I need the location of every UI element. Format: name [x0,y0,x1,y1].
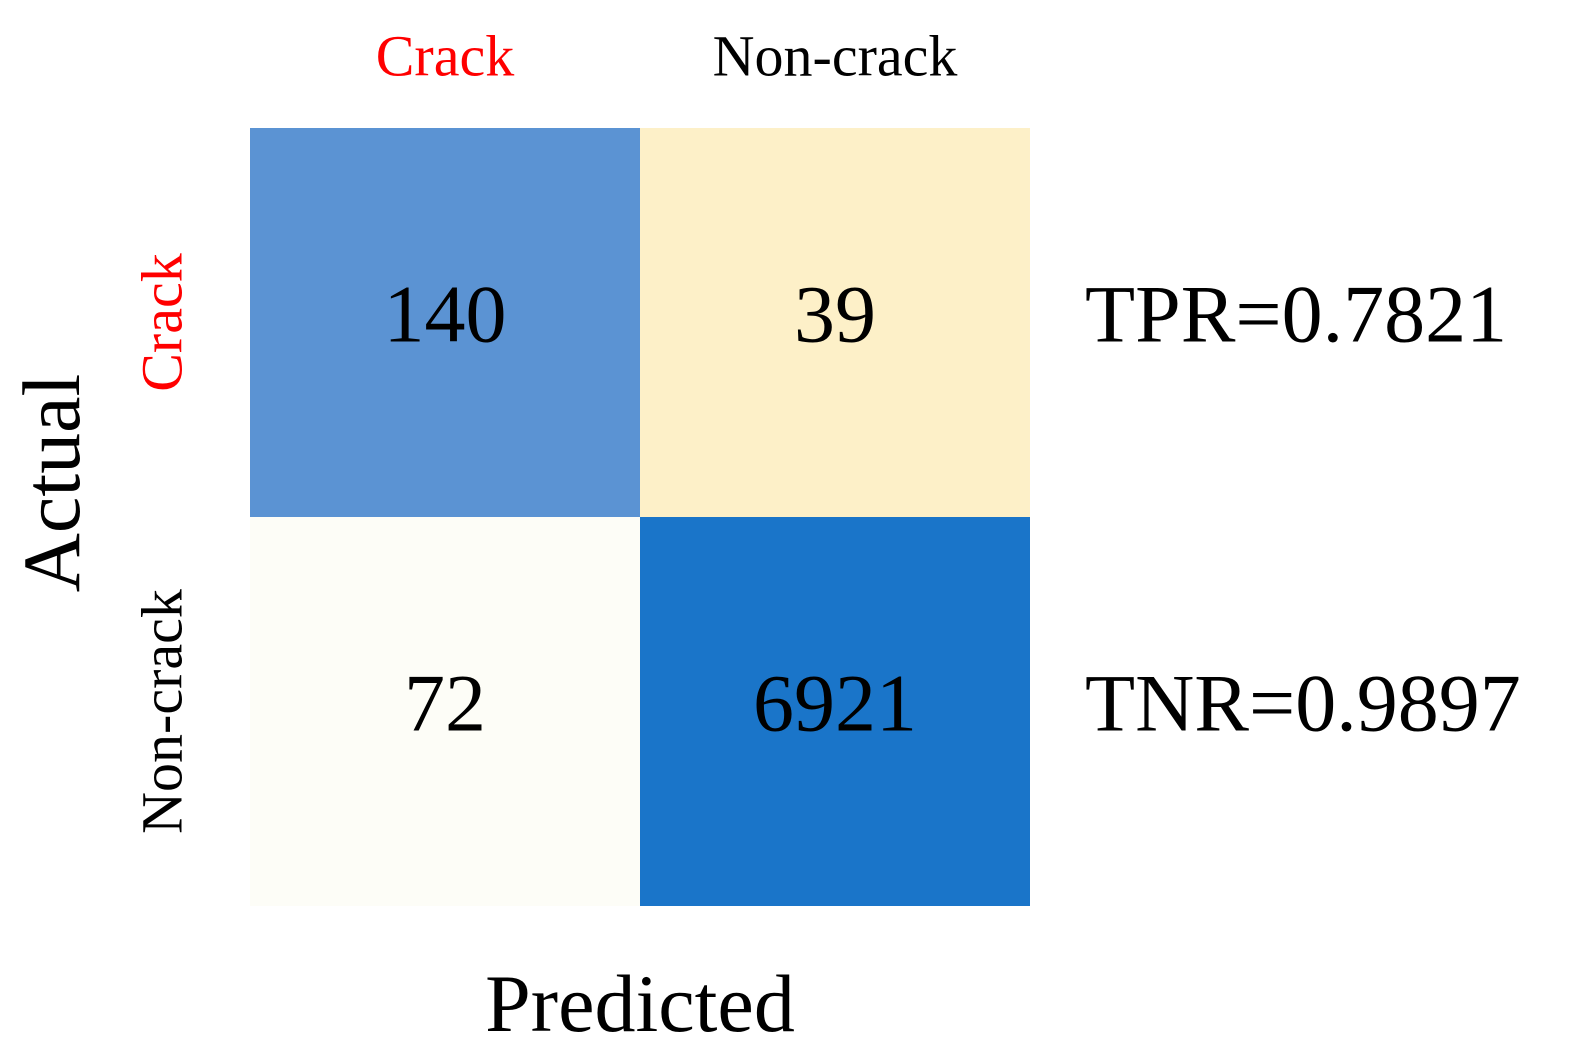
heatmap-cell [640,128,1030,517]
heatmap-cell [250,517,640,906]
x-axis-label: Predicted [485,958,795,1049]
x-tick-label: Non-crack [713,23,958,88]
y-axis-label: Actual [6,374,97,593]
cell-value: 39 [794,268,876,359]
cell-value: 6921 [753,657,917,748]
y-tick-label: Non-crack [129,589,194,834]
heatmap-cell [640,517,1030,906]
annotation: TPR=0.7821 [1085,268,1507,359]
heatmap-cell [250,128,640,517]
annotation: TNR=0.9897 [1085,657,1521,748]
cell-value: 72 [404,657,486,748]
cell-value: 140 [384,268,507,359]
y-tick-label: Crack [129,253,194,392]
x-tick-label: Crack [376,23,515,88]
